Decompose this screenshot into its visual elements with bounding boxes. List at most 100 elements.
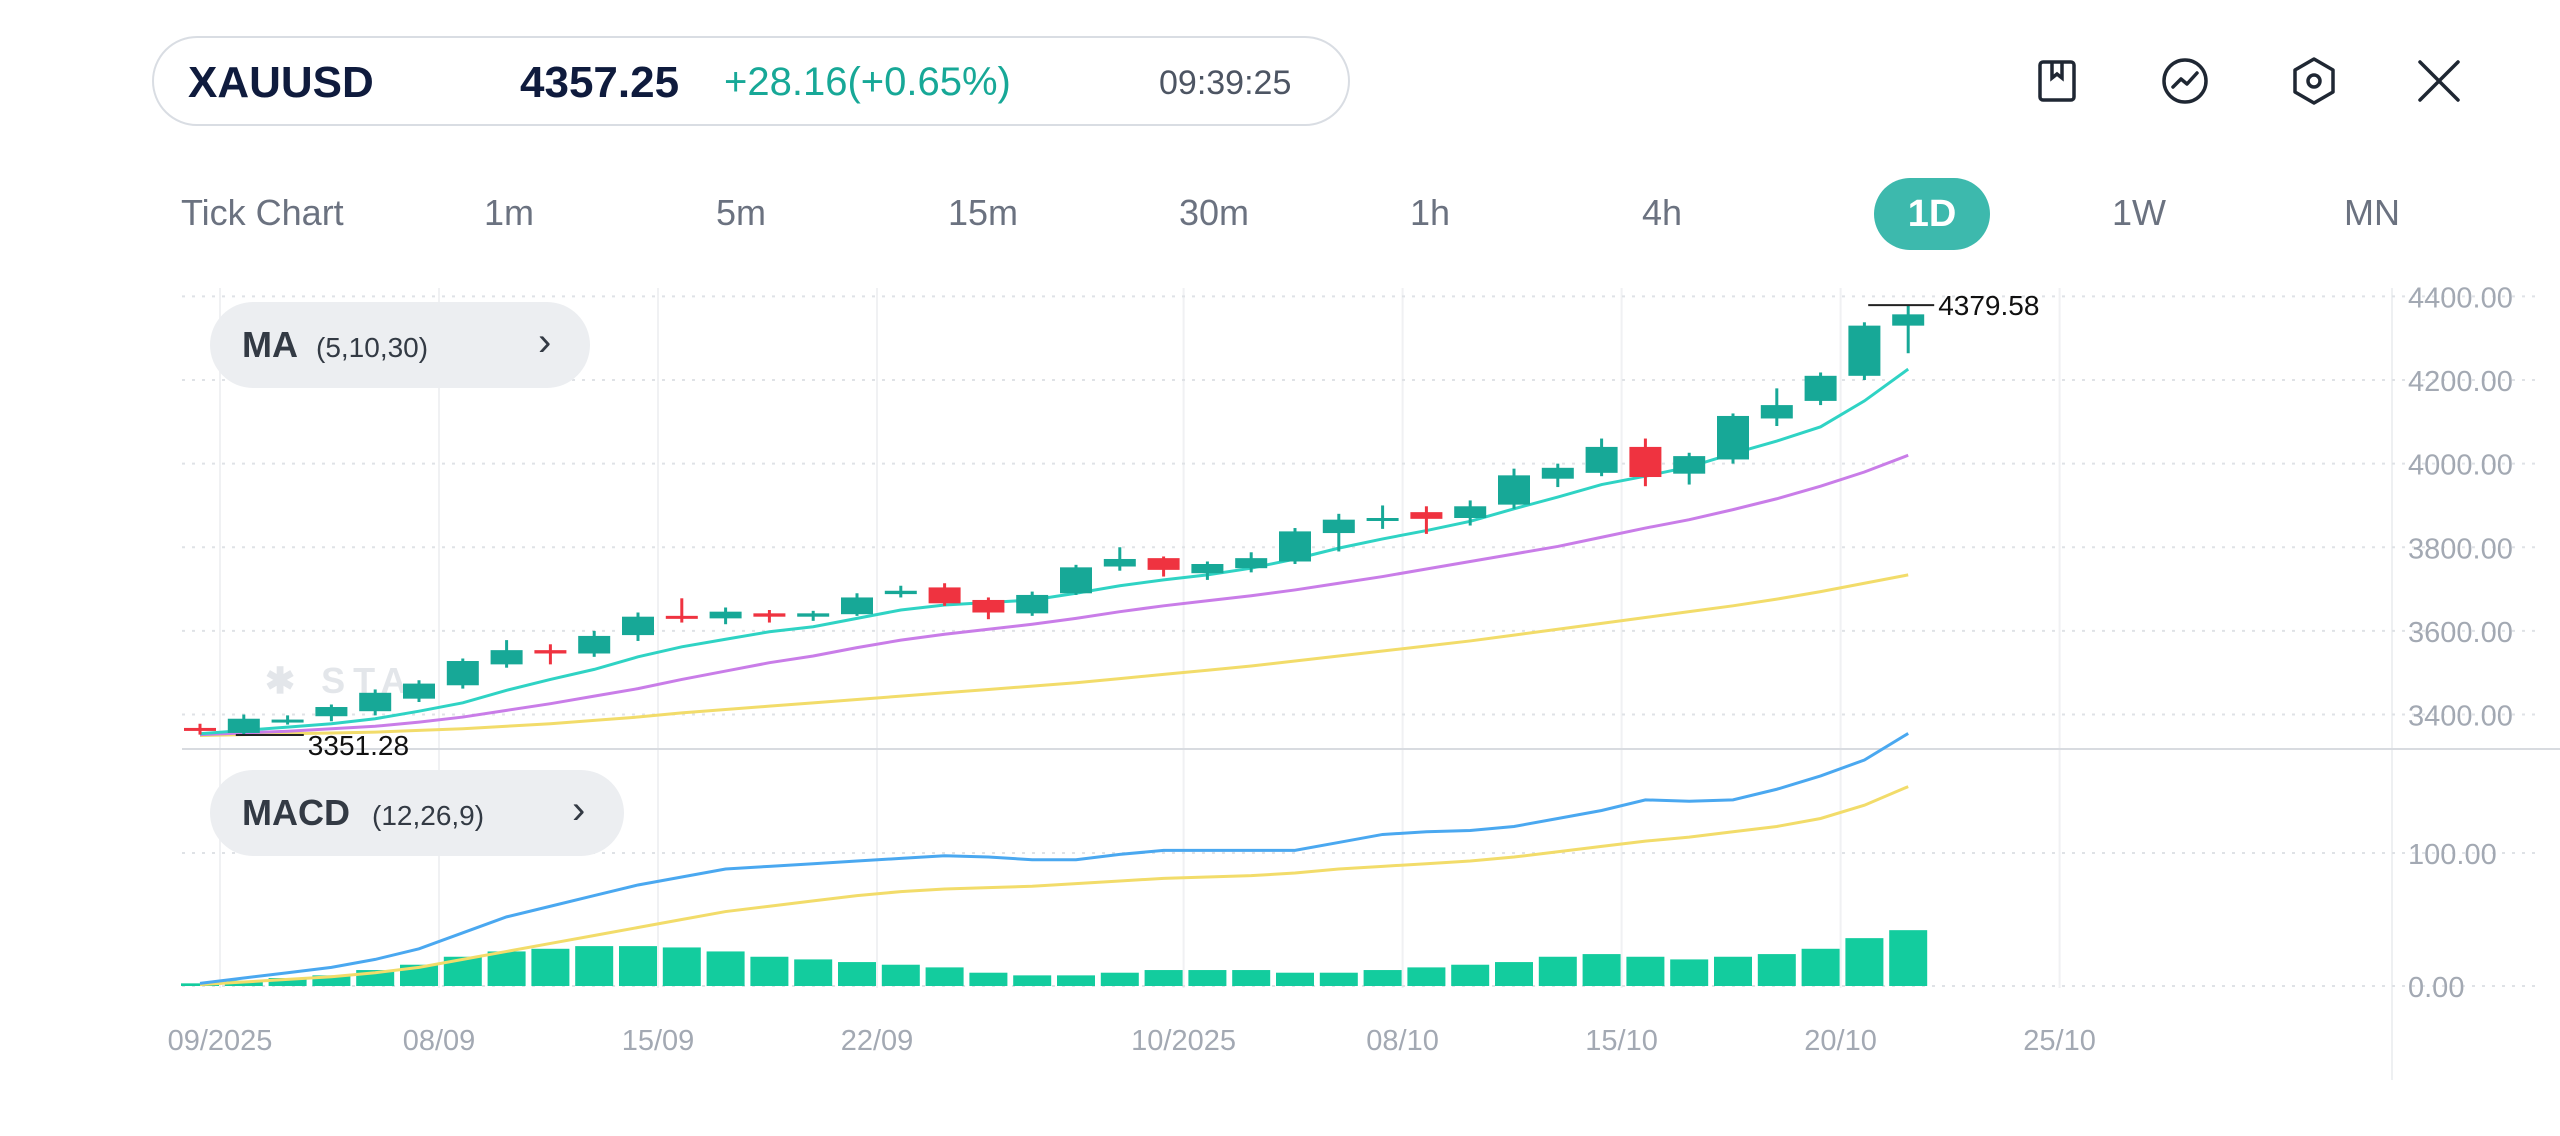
- high-price-label: 4379.58: [1938, 290, 2039, 321]
- candle-body: [1541, 467, 1574, 479]
- macd-dif-line: [199, 732, 1909, 985]
- macd-histogram-bar: [1626, 956, 1665, 986]
- candle-body: [1279, 531, 1311, 562]
- macd-histogram-bar: [838, 962, 876, 986]
- macd-histogram-bar: [1232, 970, 1271, 986]
- candle-body: [797, 613, 830, 617]
- price-change: +28.16(+0.65%): [724, 60, 1011, 104]
- macd-histogram-bar: [1363, 970, 1402, 986]
- candle-body: [884, 590, 917, 595]
- macd-histogram-bar: [1188, 970, 1227, 986]
- macd-histogram-bar: [969, 972, 1008, 986]
- candle-body: [403, 683, 435, 699]
- ma-params: (5,10,30): [316, 332, 429, 363]
- macd-histogram-bar: [619, 946, 657, 986]
- candle-body: [1585, 446, 1618, 473]
- macd-histogram-bar: [1407, 967, 1446, 986]
- macd-histogram-bar: [1057, 975, 1095, 986]
- candle-body: [490, 650, 523, 665]
- candle-body: [1717, 415, 1749, 460]
- candle-body: [709, 611, 742, 619]
- macd-histogram-bar: [1714, 956, 1752, 986]
- tab-mn[interactable]: MN: [2344, 192, 2400, 233]
- candle-body: [1191, 564, 1224, 574]
- macd-histogram-bar: [1276, 972, 1314, 986]
- macd-name: MACD: [242, 792, 350, 833]
- macd-histogram-bar: [575, 946, 614, 986]
- candle-body: [665, 615, 698, 619]
- price-tick-label: 4400.00: [2408, 282, 2513, 314]
- candle-body: [1366, 518, 1399, 521]
- macd-histogram-bar: [1013, 975, 1052, 986]
- candle-body: [1103, 558, 1136, 567]
- x-axis-label: 15/10: [1585, 1025, 1658, 1057]
- macd-histogram-bar: [312, 975, 351, 986]
- ma-name: MA: [242, 324, 298, 365]
- last-price: 4357.25: [520, 58, 680, 107]
- candle-body: [315, 707, 348, 717]
- macd-histogram-bar: [487, 951, 526, 986]
- candle-body: [1016, 594, 1049, 614]
- macd-histogram-bar: [881, 964, 920, 986]
- candle-body: [972, 599, 1005, 613]
- ma10-line: [199, 453, 1909, 737]
- tab-5m[interactable]: 5m: [716, 192, 767, 233]
- candle-body: [1410, 512, 1443, 519]
- candle-body: [184, 727, 216, 731]
- watermark: ✱ STA: [265, 660, 415, 701]
- macd-tick-label: 100.00: [2408, 839, 2497, 871]
- ma-indicator-pill[interactable]: MA (5,10,30) ›: [210, 302, 590, 388]
- macd-histogram-bar: [1100, 972, 1139, 986]
- tab-1d[interactable]: 1D: [1874, 178, 1990, 250]
- tab-4h[interactable]: 4h: [1642, 192, 1683, 233]
- price-tick-label: 3400.00: [2408, 701, 2513, 733]
- price-tick-label: 4200.00: [2408, 366, 2513, 398]
- ma5-line: [199, 367, 1910, 736]
- macd-histogram-bar: [1670, 959, 1709, 986]
- candle-body: [1060, 567, 1092, 594]
- macd-histogram-bar: [1582, 954, 1621, 986]
- candle-body: [622, 616, 654, 636]
- price-tick-label: 4000.00: [2408, 450, 2513, 482]
- macd-histogram-bar: [268, 978, 307, 986]
- macd-histogram-bar: [1845, 938, 1884, 986]
- tab-1w[interactable]: 1W: [2112, 192, 2166, 233]
- candle-body: [1147, 558, 1180, 570]
- candle-body: [1848, 325, 1881, 376]
- candle-body: [1892, 314, 1925, 326]
- ma30-line: [199, 573, 1909, 737]
- macd-histogram-bar: [1319, 972, 1358, 986]
- candle-body: [928, 587, 961, 604]
- indicator-chart-icon[interactable]: [2158, 54, 2212, 108]
- macd-histogram-bar: [750, 956, 789, 986]
- tab-1m[interactable]: 1m: [484, 192, 535, 233]
- price-tick-label: 3600.00: [2408, 617, 2513, 649]
- macd-histogram-bar: [662, 947, 701, 986]
- macd-tick-label: 0.00: [2408, 972, 2464, 1004]
- x-axis-label: 08/09: [403, 1025, 476, 1057]
- tab-tick-chart[interactable]: Tick Chart: [181, 192, 344, 233]
- close-icon[interactable]: [2412, 54, 2466, 108]
- macd-histogram-bar: [1144, 970, 1183, 986]
- x-axis-label: 25/10: [2023, 1025, 2096, 1057]
- x-axis-label: 10/2025: [1131, 1025, 1236, 1057]
- settings-hexagon-icon[interactable]: [2287, 54, 2341, 108]
- quote-time: 09:39:25: [1159, 64, 1292, 102]
- macd-histogram-bar: [531, 948, 570, 986]
- chevron-right-icon: ›: [572, 788, 586, 832]
- tab-30m[interactable]: 30m: [1179, 192, 1250, 233]
- macd-histogram-bar: [1757, 954, 1796, 986]
- candle-body: [271, 719, 304, 723]
- macd-indicator-pill[interactable]: MACD (12,26,9) ›: [210, 770, 624, 856]
- x-axis-label: 08/10: [1366, 1025, 1439, 1057]
- x-axis-label: 22/09: [841, 1025, 914, 1057]
- tab-15m[interactable]: 15m: [948, 192, 1019, 233]
- bookmark-icon[interactable]: [2030, 54, 2084, 108]
- candle-body: [534, 650, 567, 654]
- tab-1h[interactable]: 1h: [1410, 192, 1451, 233]
- symbol: XAUUSD: [188, 58, 374, 107]
- candle-body: [1673, 456, 1706, 474]
- candle-body: [1804, 375, 1837, 401]
- macd-params: (12,26,9): [372, 800, 485, 831]
